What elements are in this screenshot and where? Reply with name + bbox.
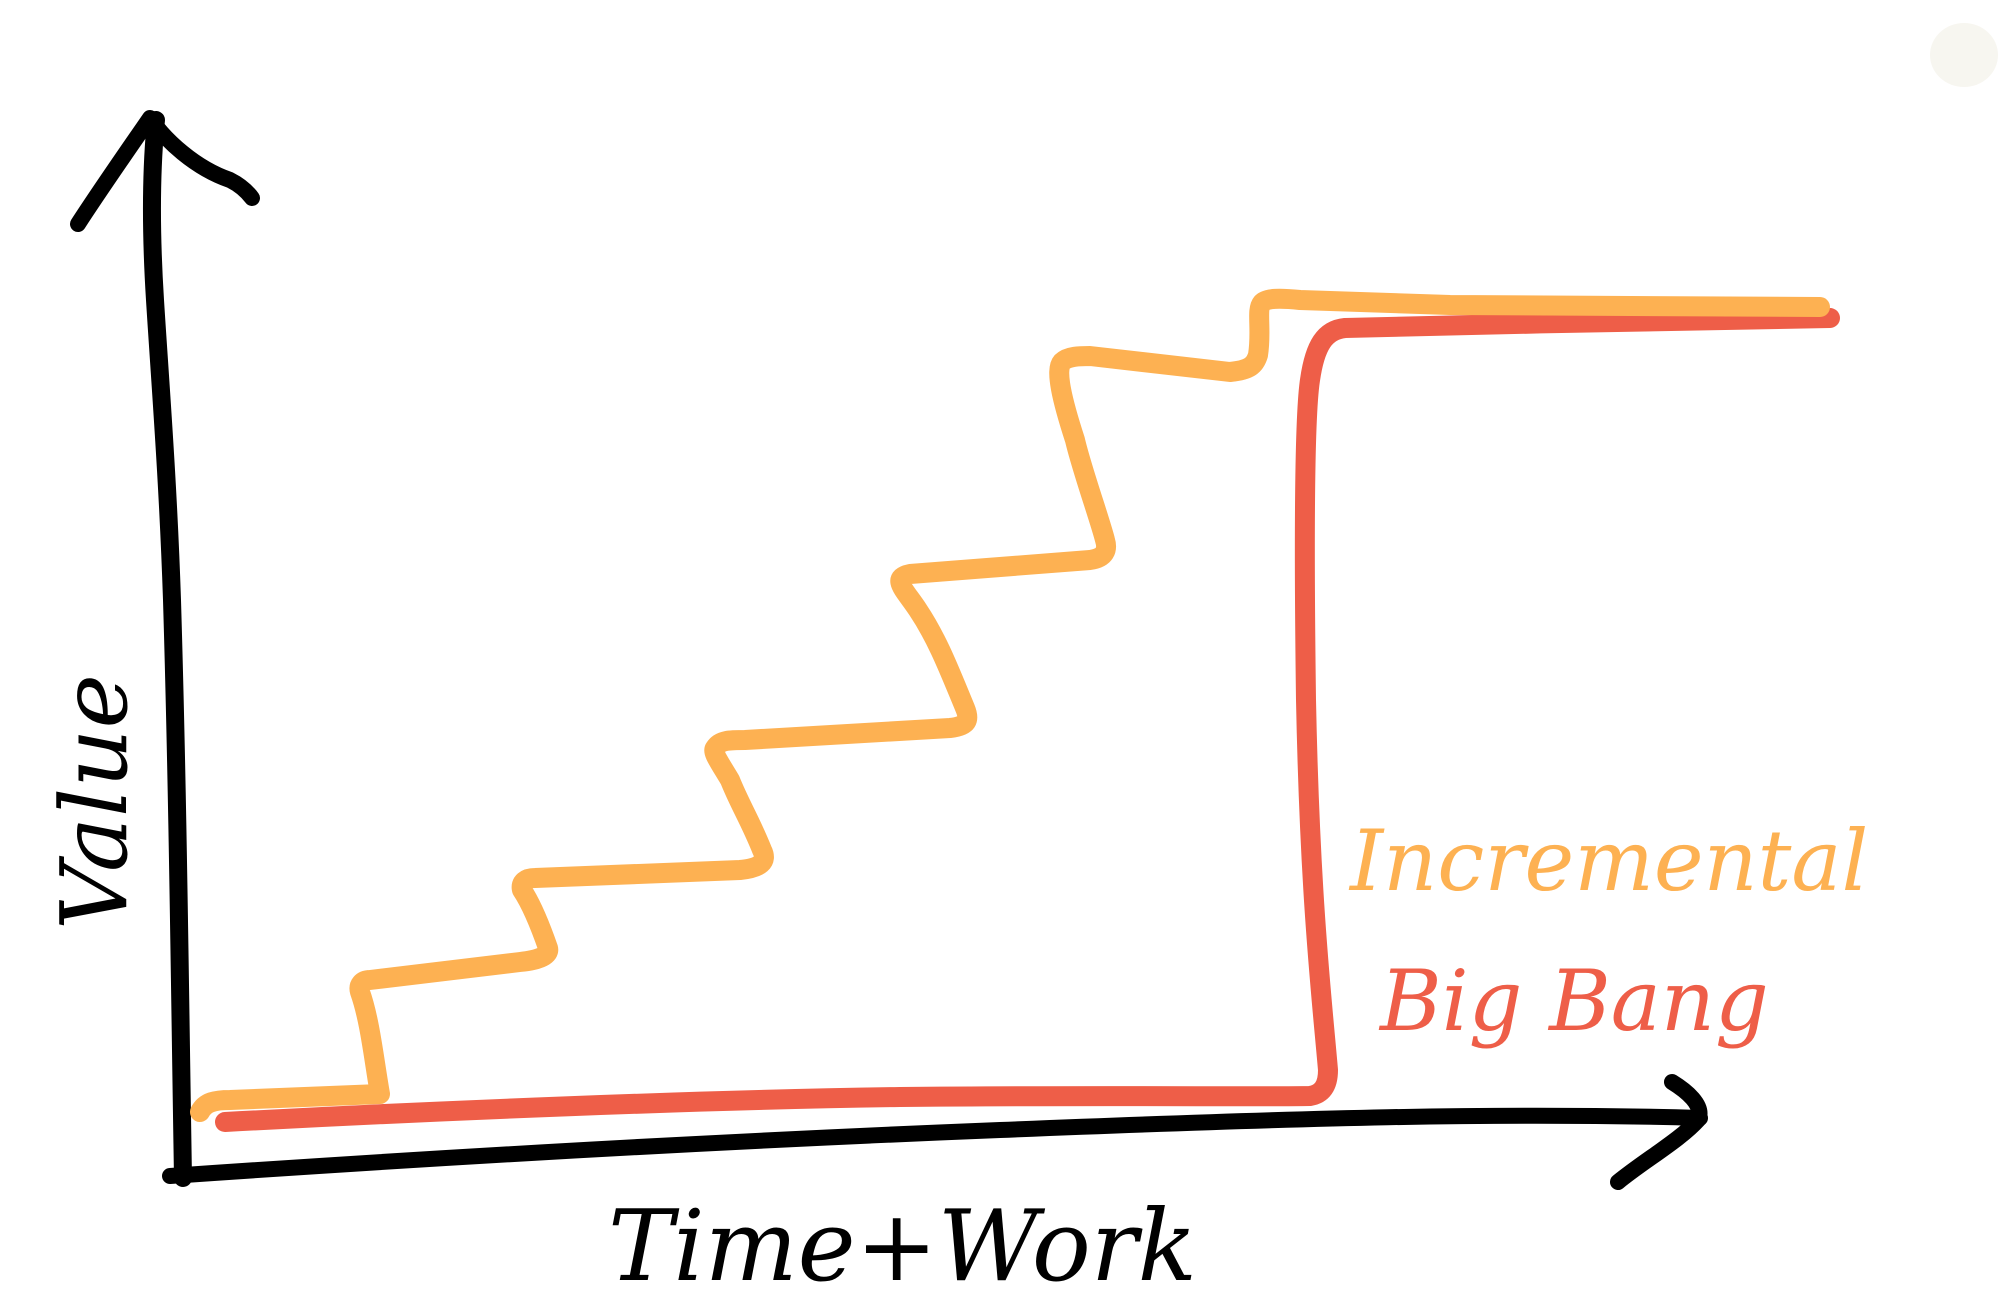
x-axis-label: Time+Work [608, 1190, 1197, 1304]
legend-label-incremental: Incremental [1348, 812, 1868, 910]
y-axis-line [143, 111, 192, 1187]
y-axis-label: Value [41, 674, 148, 930]
corner-smudge [1930, 23, 1998, 87]
big-bang-line [215, 308, 1840, 1132]
incremental-line [190, 288, 1830, 1122]
x-axis-arrowhead [1610, 1074, 1708, 1190]
y-axis-arrowhead [70, 110, 260, 232]
legend-label-big-bang: Big Bang [1378, 952, 1769, 1050]
x-axis-line [162, 1107, 1708, 1184]
